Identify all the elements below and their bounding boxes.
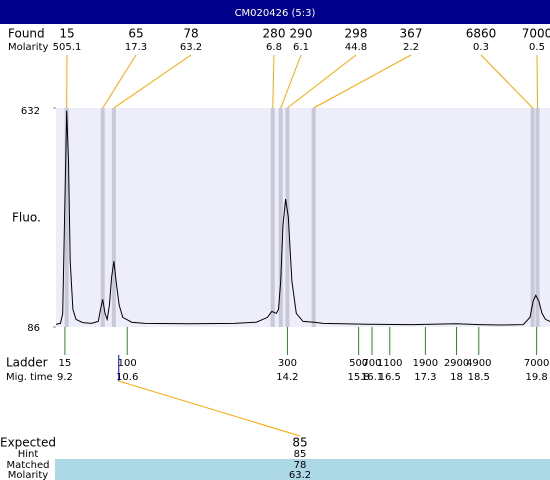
title-bar (0, 0, 550, 24)
found-connector (480, 54, 534, 109)
found-molarity: 44.8 (345, 42, 367, 53)
peak-band (270, 108, 275, 327)
found-label: Found (8, 27, 45, 41)
ladder-size: 100 (118, 358, 137, 369)
found-connector (102, 54, 137, 109)
found-size: 367 (400, 27, 423, 41)
expected-connector (118, 380, 301, 437)
plot-area (56, 108, 550, 327)
found-size: 65 (128, 27, 143, 41)
found-connector (280, 54, 302, 109)
expected-row-label: Hint (18, 449, 39, 460)
ladder-size: 7000 (524, 358, 549, 369)
ladder-time: 19.8 (526, 372, 548, 383)
found-size: 280 (263, 27, 286, 41)
ladder-label: Ladder (6, 356, 48, 370)
found-molarity: 0.5 (529, 42, 545, 53)
title: CM020426 (5:3) (235, 8, 316, 19)
peak-band (278, 108, 283, 327)
expected-value: 85 (292, 436, 307, 450)
found-molarity: 505.1 (53, 42, 82, 53)
ladder-time: 17.3 (414, 372, 436, 383)
expected-row-value: 63.2 (289, 470, 311, 480)
y-tick-label: 86 (27, 323, 40, 334)
mig-time-label: Mig. time (6, 372, 53, 383)
expected-row-label: Molarity (8, 470, 48, 480)
found-connector (272, 54, 275, 109)
ladder-size: 2900 (444, 358, 469, 369)
found-molarity: 0.3 (473, 42, 489, 53)
found-size: 78 (183, 27, 198, 41)
ladder-size: 4900 (466, 358, 491, 369)
found-connector (313, 54, 412, 109)
y-axis-label: Fluo. (12, 211, 41, 225)
peak-band (535, 108, 540, 327)
peak-band (530, 108, 535, 327)
molarity-label: Molarity (8, 42, 48, 53)
trace (55, 110, 550, 326)
ladder-time: 16.5 (379, 372, 401, 383)
expected-row-value: 85 (294, 449, 307, 460)
ladder-time: 16.1 (361, 372, 383, 383)
matched-band (55, 459, 550, 480)
found-size: 298 (345, 27, 368, 41)
found-connector (287, 54, 357, 109)
found-molarity: 6.8 (266, 42, 282, 53)
y-tick-label: 632 (21, 106, 40, 117)
found-molarity: 2.2 (403, 42, 419, 53)
ladder-size: 1900 (413, 358, 438, 369)
ladder-time: 10.6 (116, 372, 138, 383)
found-size: 290 (290, 27, 313, 41)
peak-band (100, 108, 105, 327)
found-size: 6860 (466, 27, 497, 41)
expected-row-value: 78 (294, 460, 307, 471)
ladder-size: 700 (362, 358, 381, 369)
ladder-time: 9.2 (57, 372, 73, 383)
peak-band (311, 108, 316, 327)
found-size: 15 (59, 27, 74, 41)
ladder-time: 18 (450, 372, 463, 383)
peak-band (111, 108, 116, 327)
found-molarity: 63.2 (180, 42, 202, 53)
ladder-time: 14.2 (276, 372, 298, 383)
peak-band (285, 108, 290, 327)
found-size: 7000 (522, 27, 550, 41)
found-molarity: 17.3 (125, 42, 147, 53)
expected-label: Expected (0, 436, 56, 450)
found-connector (113, 54, 192, 109)
expected-row-label: Matched (6, 460, 49, 471)
ladder-time: 18.5 (468, 372, 490, 383)
ladder-size: 300 (278, 358, 297, 369)
found-connector (536, 54, 539, 109)
found-molarity: 6.1 (293, 42, 309, 53)
ladder-size: 500 (349, 358, 368, 369)
ladder-time: 15.8 (347, 372, 369, 383)
ladder-size: 15 (59, 358, 72, 369)
ladder-size: 1100 (377, 358, 402, 369)
peak-band (64, 108, 69, 327)
